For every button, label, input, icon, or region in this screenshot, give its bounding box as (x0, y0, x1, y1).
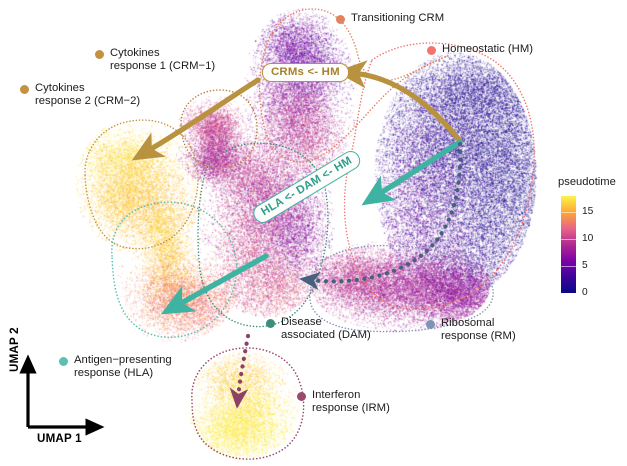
trajectory-crms-from-hm (335, 60, 463, 144)
colorbar-title: pseudotime (558, 176, 616, 188)
legend-label-tcrm: Transitioning CRM (351, 12, 445, 24)
colorbar-tickmark-10 (561, 238, 576, 240)
cluster-outline-hm (343, 42, 535, 311)
cluster-outline-tcrm (258, 8, 449, 163)
trajectory-hla-dam-hm (361, 139, 463, 206)
colorbar-tickmark-0 (561, 292, 576, 294)
legend-item-irm: Interferon response (IRM) (297, 389, 390, 415)
colorbar-tick-10: 10 (582, 233, 594, 245)
cluster-outline-hla (111, 201, 238, 339)
legend-dot-tcrm (336, 15, 345, 24)
legend-dot-rm (426, 320, 435, 329)
trajectory-rm-branch (299, 141, 463, 291)
legend-dot-hm (427, 46, 436, 55)
legend-label-hm: Homeostatic (HM) (442, 43, 534, 55)
legend-label-rm: Ribosomal response (RM) (441, 317, 516, 343)
cluster-outline-irm (191, 347, 305, 460)
legend-item-dam: Disease associated (DAM) (266, 316, 371, 342)
legend-dot-irm (297, 392, 306, 401)
legend-item-crm1: Cytokines response 1 (CRM−1) (95, 47, 215, 73)
legend-item-crm2: Cytokines response 2 (CRM−2) (20, 82, 140, 108)
legend-label-dam: Disease associated (DAM) (281, 316, 371, 342)
legend-item-tcrm: Transitioning CRM (336, 12, 444, 25)
legend-label-hla: Antigen−presenting response (HLA) (74, 354, 172, 380)
cluster-outline-crm1 (180, 89, 258, 169)
umap2-axis-label: UMAP 2 (8, 327, 21, 372)
cluster-outline-rm (309, 244, 494, 333)
legend-dot-dam (266, 319, 275, 328)
legend-item-hla: Antigen−presenting response (HLA) (59, 354, 172, 380)
colorbar-gradient (561, 196, 576, 293)
trajectory-hla-dam-hm-tail (160, 253, 269, 315)
cluster-outlines (84, 8, 535, 460)
legend-dot-hla (59, 357, 68, 366)
legend-label-crm1: Cytokines response 1 (CRM−1) (110, 47, 216, 73)
cluster-outline-crm2 (84, 119, 199, 250)
colorbar-tick-0: 0 (582, 287, 588, 298)
legend-item-hm: Homeostatic (HM) (427, 43, 533, 56)
legend-label-irm: Interferon response (IRM) (312, 389, 390, 415)
legend-item-rm: Ribosomal response (RM) (426, 317, 516, 343)
legend-dot-crm2 (20, 85, 29, 94)
colorbar-tick-15: 15 (582, 206, 594, 218)
umap-axes (19, 354, 105, 436)
trajectory-label-crms-from-hm: CRMs <- HM (262, 63, 349, 82)
colorbar-tickmark-5 (561, 265, 576, 267)
legend-label-crm2: Cytokines response 2 (CRM−2) (35, 82, 141, 108)
cluster-outline-dam (197, 142, 329, 328)
legend-dot-crm1 (95, 50, 104, 59)
trajectory-arrows (131, 60, 463, 409)
trajectory-irm-branch (229, 333, 251, 409)
colorbar-tick-5: 5 (582, 260, 588, 272)
colorbar-tickmark-15 (561, 211, 576, 213)
trajectory-crms-from-hm-tail (131, 77, 261, 161)
umap1-axis-label: UMAP 1 (37, 432, 82, 445)
